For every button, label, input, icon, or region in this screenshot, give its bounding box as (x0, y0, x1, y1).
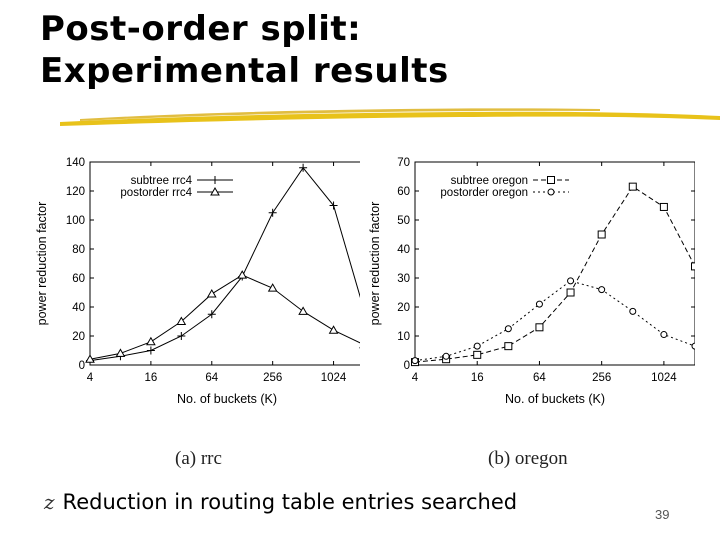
oregon-series-2-line (414, 280, 695, 362)
slide-title: Post-order split: Experimental results (40, 8, 449, 92)
rrc-legend-label-2: postorder rrc4 (120, 187, 192, 199)
oregon-legend-marker-1 (547, 176, 555, 184)
oregon-legend-marker-2 (547, 188, 555, 196)
rrc-y-tick-label: 60 (72, 273, 85, 285)
rrc-x-tick-label: 1024 (321, 372, 347, 384)
oregon-x-tick-label: 64 (533, 372, 546, 384)
rrc-legend-marker-2 (210, 186, 220, 196)
oregon-y-tick-label: 10 (397, 331, 410, 343)
oregon-series-2-point (504, 325, 512, 333)
chart-oregon: 0 10 20 30 40 50 60 70 4 16 64 256 1024 No. of bucket… (365, 150, 695, 412)
rrc-x-tick-label: 16 (144, 372, 157, 384)
rrc-y-tick-label: 40 (72, 302, 85, 314)
rrc-y-axis-label: power reduction factor (35, 202, 49, 326)
rrc-series-2-point (237, 270, 248, 279)
bullet-text: Reduction in routing table entries searc… (62, 490, 518, 514)
rrc-series-1-point (146, 346, 155, 355)
oregon-series-1-point (504, 342, 513, 351)
caption-oregon: (b) oregon (488, 448, 568, 469)
oregon-y-tick-label: 20 (397, 302, 410, 314)
oregon-series-1-line (414, 185, 695, 363)
rrc-series-1-point (207, 310, 216, 319)
oregon-series-2-point (535, 300, 543, 308)
rrc-series-2-point (298, 306, 308, 315)
brush-stroke-thin (80, 108, 600, 121)
rrc-series-1-point (299, 163, 308, 172)
rrc-x-tick-label: 256 (263, 372, 282, 384)
oregon-series-2-point (691, 342, 695, 350)
oregon-series-1-point (597, 230, 606, 239)
oregon-series-2-point (442, 352, 450, 360)
rrc-series-1-point (329, 201, 338, 210)
rrc-x-tick-label: 4 (87, 372, 94, 384)
oregon-series-2-point (567, 277, 575, 285)
rrc-series-2-point (115, 348, 126, 357)
oregon-y-tick-label: 40 (397, 244, 410, 256)
oregon-series-2-point (473, 342, 481, 350)
oregon-x-axis-label: No. of buckets (K) (505, 392, 605, 406)
rrc-y-tick-label: 100 (66, 215, 85, 227)
bullet-z-icon: z (44, 490, 55, 514)
oregon-legend-label-1: subtree oregon (451, 175, 528, 187)
rrc-series-2-point (146, 336, 156, 346)
oregon-y-tick-label: 30 (397, 273, 410, 285)
oregon-plot-frame (414, 161, 695, 366)
chart-oregon-svg: 0 10 20 30 40 50 60 70 4 16 64 256 1024 No. of bucket… (368, 157, 695, 406)
rrc-series-2-point (85, 354, 95, 363)
rrc-series-1-point (177, 332, 186, 340)
rrc-y-tick-label: 120 (66, 186, 85, 198)
rrc-series-2-point (267, 283, 278, 292)
rrc-legend-marker-1 (211, 176, 219, 184)
rrc-x-tick-label: 64 (205, 372, 218, 384)
oregon-series-1 (411, 182, 695, 367)
rrc-x-axis-label: No. of buckets (K) (177, 392, 277, 406)
oregon-series-1-point (473, 350, 482, 359)
chart-rrc: 0 20 40 60 80 100 120 140 4 16 64 256 1024 No. of buc… (30, 150, 360, 412)
oregon-series-1-point (628, 182, 637, 191)
title-underline-brush (60, 108, 720, 126)
oregon-legend-label-2: postorder oregon (440, 187, 528, 199)
brush-stroke-main (60, 111, 720, 126)
rrc-series-2-point (328, 325, 339, 334)
oregon-series-1-point (691, 262, 695, 271)
oregon-y-tick-label: 0 (404, 360, 410, 372)
oregon-y-tick-label: 60 (397, 186, 410, 198)
oregon-y-tick-label: 50 (397, 215, 410, 227)
rrc-y-tick-label: 140 (66, 157, 85, 169)
rrc-series-2-point (176, 316, 187, 325)
page-number: 39 (655, 507, 670, 522)
bullet-item: z Reduction in routing table entries sear… (44, 490, 517, 514)
oregon-y-axis-label: power reduction factor (368, 202, 382, 326)
oregon-series-2-point (598, 286, 606, 294)
oregon-y-tick-label: 70 (397, 157, 410, 169)
rrc-y-tick-label: 20 (72, 331, 85, 343)
rrc-series-1-line (89, 166, 360, 362)
rrc-series-1-point (268, 208, 277, 217)
rrc-series-2 (85, 270, 360, 363)
rrc-y-tick-label: 80 (72, 244, 85, 256)
caption-rrc: (a) rrc (175, 448, 222, 469)
oregon-series-1-point (535, 323, 544, 332)
oregon-series-2-point (660, 331, 668, 339)
rrc-legend-label-1: subtree rrc4 (131, 175, 193, 187)
rrc-plot-frame (89, 161, 360, 366)
oregon-series-2-point (629, 307, 637, 315)
chart-rrc-svg: 0 20 40 60 80 100 120 140 4 16 64 256 1024 No. of buc… (35, 157, 360, 406)
oregon-x-tick-label: 16 (471, 372, 484, 384)
oregon-series-1-point (566, 288, 575, 297)
oregon-x-tick-label: 4 (412, 372, 419, 384)
rrc-series-2-line (89, 274, 360, 360)
oregon-series-2 (411, 277, 695, 365)
rrc-series-2-point (206, 288, 217, 298)
oregon-x-tick-label: 256 (592, 372, 611, 384)
rrc-y-tick-label: 0 (79, 360, 85, 372)
oregon-series-2-point (411, 357, 419, 365)
title-line-2: Experimental results (40, 51, 449, 91)
title-line-1: Post-order split: (40, 9, 362, 49)
oregon-series-1-point (659, 202, 668, 211)
oregon-x-tick-label: 1024 (651, 372, 677, 384)
